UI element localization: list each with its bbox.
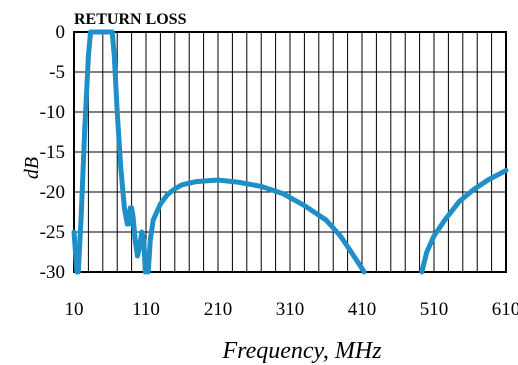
x-tick-label: 610	[492, 299, 518, 320]
y-axis-title: dB	[21, 157, 43, 179]
x-tick-labels: 10 110 210 310 410 510 610	[65, 299, 518, 320]
x-tick-label: 10	[65, 299, 84, 320]
return-loss-curve-segment	[419, 167, 509, 275]
y-tick-label: -15	[40, 142, 65, 163]
x-tick-label: 310	[276, 299, 305, 320]
y-tick-label: -20	[40, 182, 65, 203]
x-tick-label: 210	[204, 299, 233, 320]
y-tick-label: -25	[40, 222, 65, 243]
y-tick-label: -10	[40, 102, 65, 123]
y-tick-label: -5	[49, 62, 65, 83]
return-loss-curve-segment	[75, 29, 148, 275]
x-tick-label: 410	[348, 299, 377, 320]
x-tick-label: 510	[420, 299, 449, 320]
x-axis-title: Frequency, MHz	[221, 338, 382, 364]
y-tick-label: 0	[56, 22, 66, 43]
x-tick-label: 110	[132, 299, 160, 320]
series-layer	[71, 29, 509, 275]
y-tick-labels: 0 -5 -10 -15 -20 -25 -30	[40, 22, 65, 283]
return-loss-curve-segment	[145, 177, 367, 275]
y-tick-label: -30	[40, 262, 65, 283]
chart-title: RETURN LOSS	[74, 11, 187, 28]
plot-frame	[73, 31, 507, 273]
